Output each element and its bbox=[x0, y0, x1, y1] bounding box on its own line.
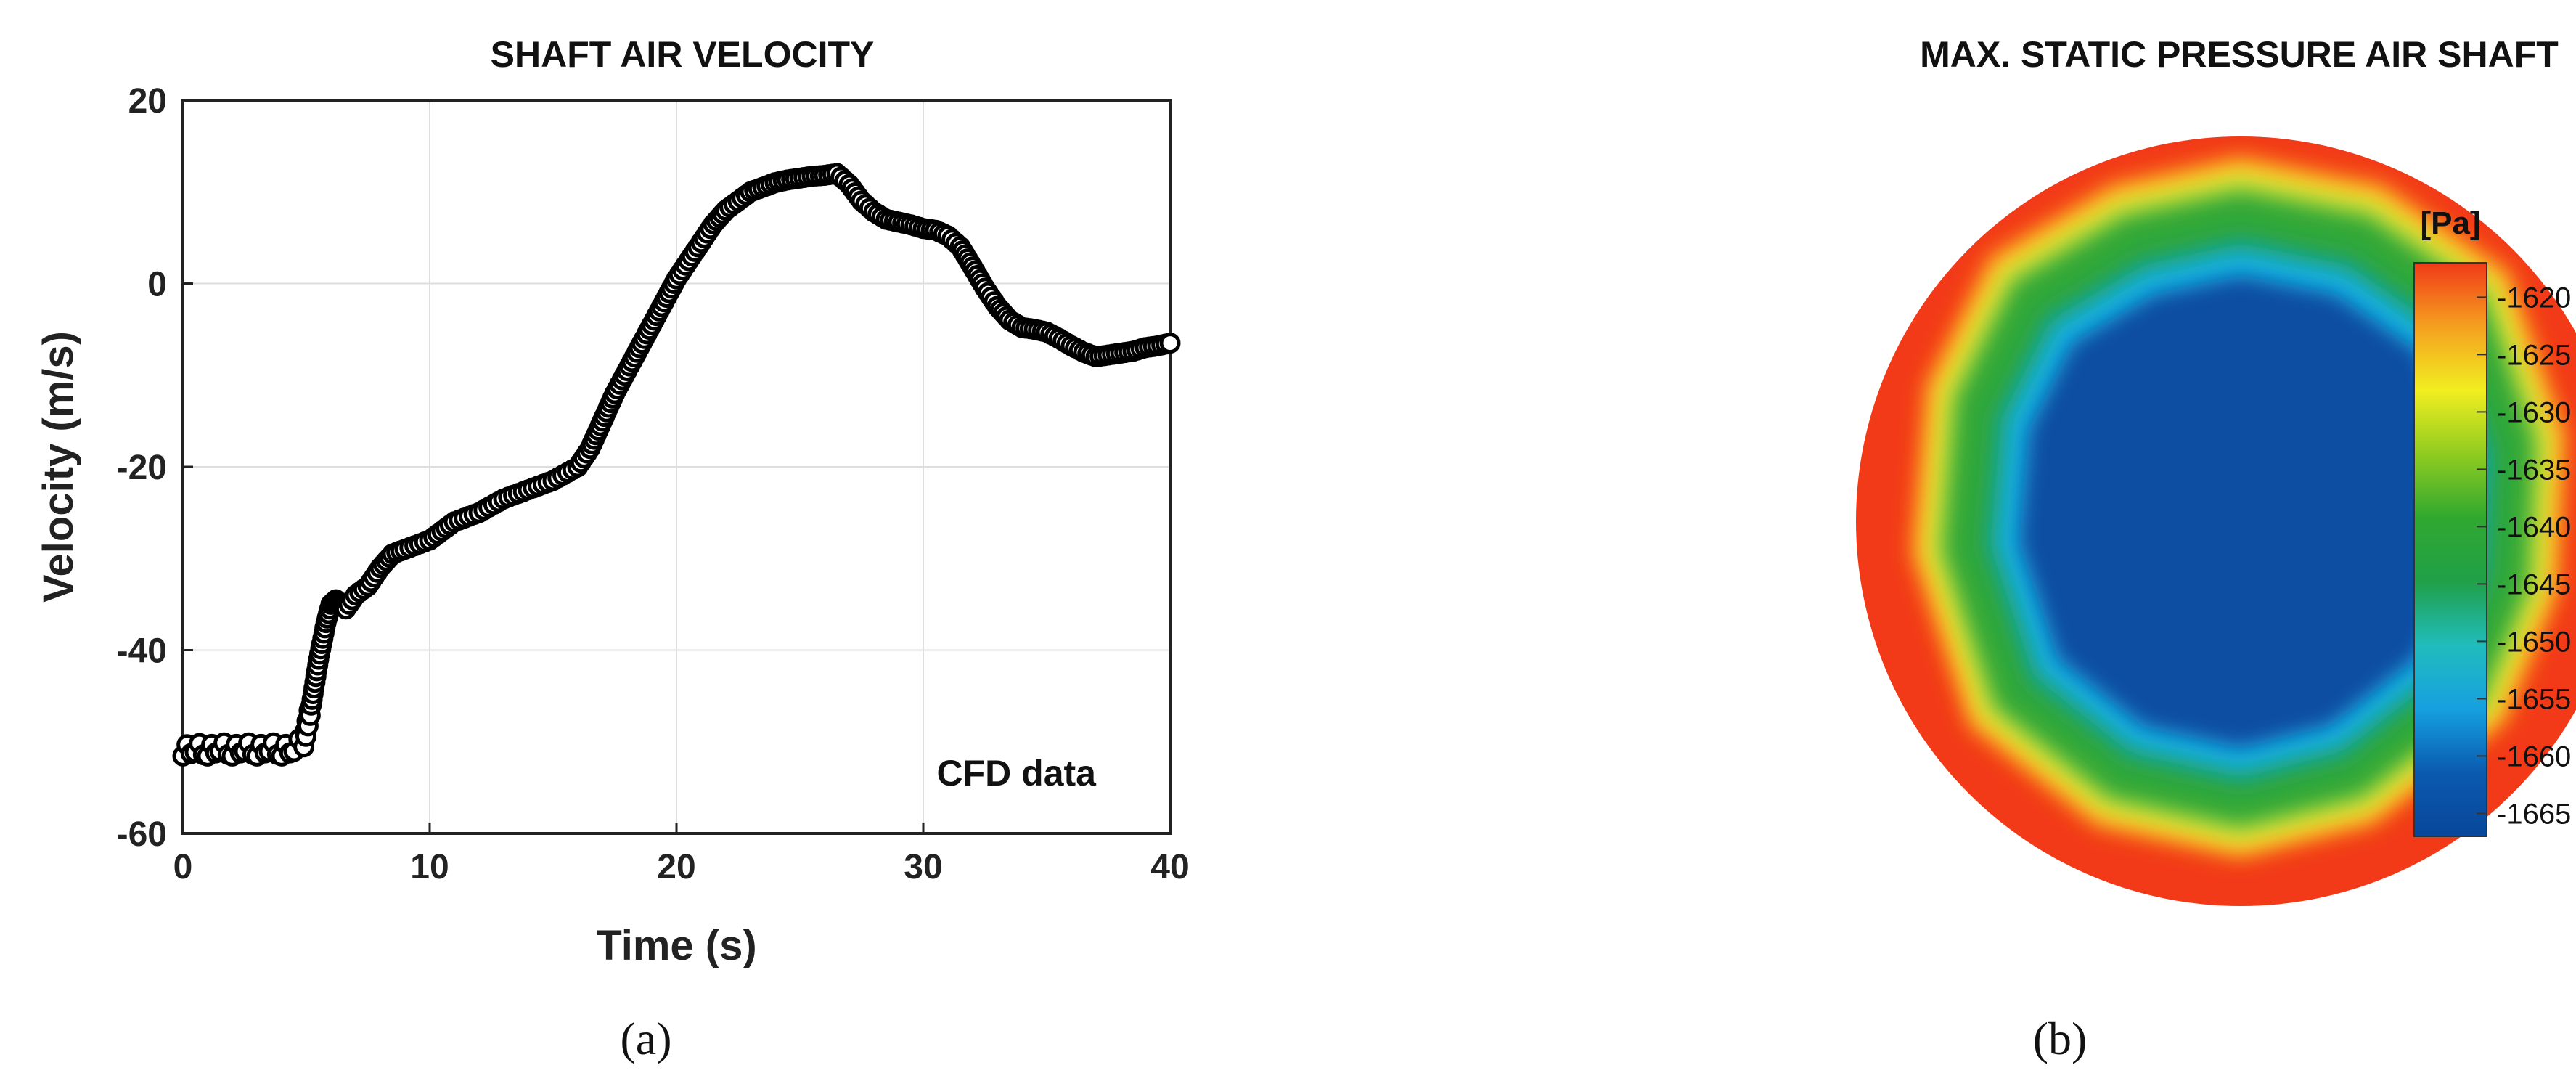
colorbar-tick-label: -1650 bbox=[2497, 626, 2571, 658]
y-tick-label: -20 bbox=[117, 449, 167, 487]
chart-a-annotation: CFD data bbox=[937, 753, 1097, 794]
colorbar-unit: [Pa] bbox=[2420, 205, 2480, 241]
x-tick-label: 20 bbox=[657, 848, 695, 886]
colorbar-tick-label: -1660 bbox=[2497, 741, 2571, 772]
colorbar-tick-label: -1620 bbox=[2497, 282, 2571, 314]
y-tick-label: 0 bbox=[147, 266, 167, 304]
x-tick-label: 0 bbox=[173, 848, 193, 886]
y-tick-label: -40 bbox=[117, 632, 167, 671]
panel-a: SHAFT AIR VELOCITY 0 10 20 30 40 20 0 -20 -40 -60… bbox=[35, 34, 1190, 1064]
chart-a-xlabel: Time (s) bbox=[596, 922, 756, 969]
data-point bbox=[1159, 333, 1181, 354]
colorbar-tick-label: -1665 bbox=[2497, 798, 2571, 830]
colorbar-tick-label: -1640 bbox=[2497, 511, 2571, 543]
x-tick-label: 40 bbox=[1150, 848, 1189, 886]
chart-a-grid bbox=[182, 99, 1171, 834]
y-tick-label: -60 bbox=[117, 815, 167, 854]
colorbar-tick-label: -1655 bbox=[2497, 683, 2571, 715]
chart-a-series bbox=[172, 163, 1181, 767]
y-tick-label: 20 bbox=[128, 82, 167, 121]
colorbar-tick-label: -1645 bbox=[2497, 568, 2571, 600]
pressure-contours bbox=[1895, 138, 2576, 876]
panel-b: MAX. STATIC PRESSURE AIR SHAFT [Pa] -162… bbox=[1856, 34, 2576, 1064]
colorbar bbox=[2413, 262, 2487, 837]
x-tick-label: 10 bbox=[410, 848, 449, 886]
pressure-contour-band bbox=[2019, 275, 2460, 748]
colorbar-tick-label: -1635 bbox=[2497, 454, 2571, 486]
chart-a-title: SHAFT AIR VELOCITY bbox=[491, 34, 875, 75]
colorbar-tick-label: -1625 bbox=[2497, 339, 2571, 371]
x-tick-label: 30 bbox=[904, 848, 942, 886]
caption-a: (a) bbox=[620, 1013, 671, 1064]
chart-b-title: MAX. STATIC PRESSURE AIR SHAFT bbox=[1920, 34, 2559, 75]
pressure-disc bbox=[1856, 136, 2576, 906]
caption-b: (b) bbox=[2033, 1013, 2088, 1064]
colorbar-ticks: -1620 -1625 -1630 -1635 -1640 -1645 -1650 -1655… bbox=[2477, 282, 2571, 830]
chart-a-ylabel: Velocity (m/s) bbox=[35, 331, 82, 603]
chart-a-ticks: 0 10 20 30 40 20 0 -20 -40 -60 bbox=[117, 82, 1190, 886]
colorbar-tick-label: -1630 bbox=[2497, 396, 2571, 428]
